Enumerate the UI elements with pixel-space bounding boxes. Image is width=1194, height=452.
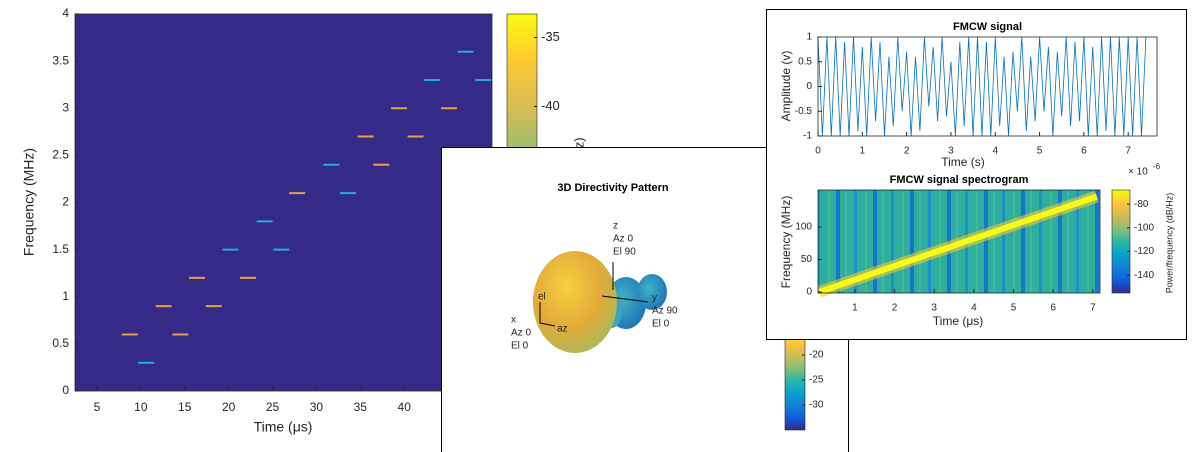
y-axis-label: Frequency (MHz) — [21, 148, 37, 256]
x-tick-label: 25 — [266, 400, 280, 414]
heatmap-background — [75, 14, 492, 391]
y-tick-label: -1 — [803, 131, 812, 142]
colorbar-tick-label: -100 — [1134, 223, 1154, 234]
x-multiplier-exponent: -6 — [1153, 162, 1161, 171]
x-tick-label: 7 — [1090, 303, 1096, 314]
chart-title: FMCW signal spectrogram — [890, 174, 1029, 186]
axis-annotation: Az 0 — [511, 328, 531, 339]
axis-annotation: El 0 — [652, 319, 670, 330]
axis-annotation: z — [613, 221, 618, 232]
axis-annotation: Az 90 — [652, 306, 678, 317]
colorbar-tick-label: -40 — [541, 98, 560, 113]
colorbar-label: Power/frequency (dB/Hz) — [1164, 193, 1174, 294]
angle-label: az — [557, 324, 568, 335]
x-tick-label: 10 — [134, 400, 148, 414]
y-tick-label: 0 — [62, 383, 69, 397]
angle-label: el — [538, 292, 546, 303]
axis-annotation: Az 0 — [613, 234, 633, 245]
x-tick-label: 6 — [1081, 146, 1087, 157]
y-tick-label: 0 — [806, 81, 812, 92]
colorbar-tick-label: -20 — [809, 350, 824, 361]
y-tick-label: 3 — [62, 100, 69, 114]
axis-annotation: x — [511, 315, 516, 326]
y-tick-label: 1.5 — [52, 242, 69, 256]
colorbar-tick-label: -120 — [1134, 246, 1154, 257]
side-lobe — [637, 274, 667, 310]
y-tick-label: 0.5 — [52, 336, 69, 350]
x-axis-label: Time (s) — [941, 155, 985, 169]
x-tick-label: 0 — [815, 146, 821, 157]
x-tick-label: 4 — [992, 146, 998, 157]
colorbar-tick-label: -25 — [809, 375, 824, 386]
az-axis — [539, 322, 556, 327]
main-lobe — [533, 251, 617, 353]
x-tick-label: 15 — [178, 400, 192, 414]
y-axis-label: Amplitude (v) — [779, 51, 793, 122]
x-tick-label: 1 — [860, 146, 866, 157]
axis-annotation: El 0 — [511, 341, 529, 352]
colorbar-tick-label: -30 — [809, 400, 824, 411]
x-axis-label: Time (μs) — [933, 314, 983, 328]
y-tick-label: 2.5 — [52, 148, 69, 162]
x-axis-label: Time (μs) — [254, 419, 313, 435]
x-tick-label: 2 — [892, 303, 898, 314]
x-tick-label: 20 — [222, 400, 236, 414]
y-tick-label: 0.5 — [798, 56, 812, 67]
y-tick-label: 1 — [806, 32, 812, 43]
colorbar — [1111, 189, 1131, 294]
x-tick-label: 30 — [310, 400, 324, 414]
x-tick-label: 3 — [931, 303, 937, 314]
y-tick-label: 3.5 — [52, 53, 69, 67]
y-tick-label: 4 — [62, 6, 69, 20]
x-tick-label: 5 — [94, 400, 101, 414]
axis-annotation: El 90 — [613, 247, 636, 258]
y-tick-label: 2 — [62, 195, 69, 209]
y-axis — [601, 295, 649, 303]
x-tick-label: 5 — [1037, 146, 1043, 157]
x-tick-label: 3 — [948, 146, 954, 157]
colorbar-tick-label: -35 — [541, 29, 560, 44]
x-multiplier: × 10 — [1128, 167, 1148, 178]
x-tick-label: 7 — [1125, 146, 1131, 157]
x-tick-label: 40 — [398, 400, 412, 414]
y-tick-label: 50 — [801, 254, 813, 265]
x-tick-label: 4 — [971, 303, 977, 314]
chirp-ridge — [818, 193, 1098, 295]
y-tick-label: 1 — [62, 289, 69, 303]
plot-frame — [817, 189, 1101, 294]
y-tick-label: -0.5 — [795, 106, 813, 117]
colorbar-tick-label: -140 — [1134, 270, 1154, 281]
y-tick-label: 100 — [795, 222, 812, 233]
axis-annotation: y — [652, 293, 657, 304]
chart-title: 3D Directivity Pattern — [557, 182, 669, 194]
chart-title: FMCW signal — [953, 21, 1022, 33]
x-tick-label: 6 — [1050, 303, 1056, 314]
x-tick-label: 35 — [354, 400, 368, 414]
y-axis-label: Frequency (MHz) — [779, 196, 793, 289]
x-tick-label: 2 — [904, 146, 910, 157]
x-tick-label: 1 — [852, 303, 858, 314]
y-tick-label: 0 — [806, 287, 812, 298]
colorbar-tick-label: -80 — [1134, 199, 1149, 210]
fmcw-figure: 0 1 2 3 4 5 6 7 -1 -0.5 0 0.5 1 FMCW signal Time (s) Am… — [766, 9, 1187, 340]
x-tick-label: 5 — [1011, 303, 1017, 314]
